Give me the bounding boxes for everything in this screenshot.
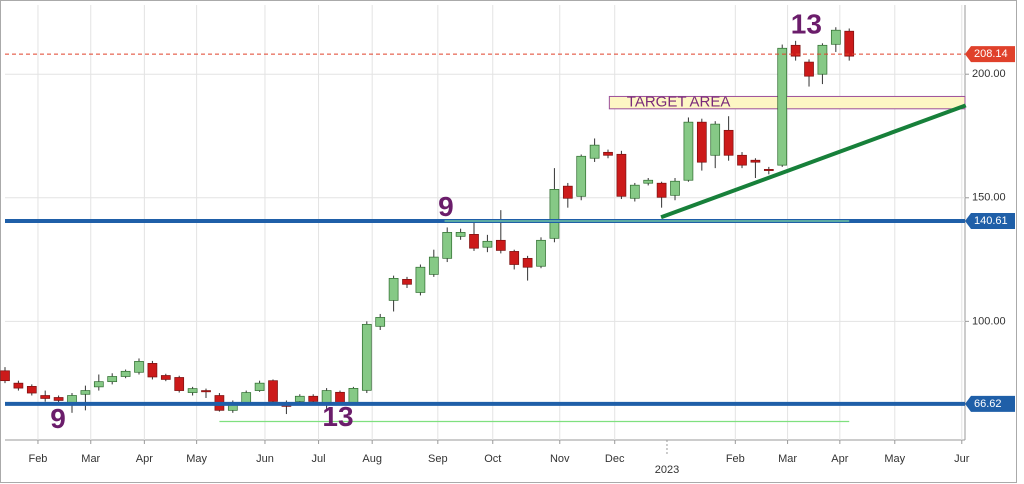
annotation: 9 — [50, 403, 66, 434]
candle-body — [777, 47, 788, 166]
candle-body — [93, 381, 104, 388]
candle-body — [830, 29, 841, 45]
x-tick-label: Sep — [428, 453, 448, 465]
candle-body — [53, 397, 64, 401]
candle-body — [723, 129, 734, 156]
candle-body — [536, 239, 546, 267]
price-tag-label: 208.14 — [974, 48, 1008, 60]
x-tick-label: Oct — [484, 453, 501, 465]
candle-body — [482, 240, 493, 248]
candle-body — [254, 382, 265, 391]
year-label: 2023 — [655, 464, 679, 476]
x-tick-label: Apr — [136, 453, 153, 465]
candle-body — [40, 395, 51, 399]
candle-body — [737, 154, 747, 166]
candle-body — [147, 363, 158, 378]
x-tick-label: Aug — [362, 453, 382, 465]
target-area — [608, 95, 966, 110]
candle-body — [294, 395, 305, 402]
price-tag — [965, 212, 1015, 229]
candle-body — [844, 30, 855, 57]
candle-body — [817, 44, 828, 75]
candle-body — [750, 159, 761, 163]
y-tick-label: 150.00 — [972, 192, 1006, 204]
candle-body — [415, 266, 426, 293]
candle-body — [616, 153, 627, 197]
x-tick-label: Mar — [81, 453, 100, 465]
candle-body — [455, 232, 466, 237]
price-tag-label: 140.61 — [974, 215, 1008, 227]
x-tick-label: Apr — [831, 453, 848, 465]
candle-body — [629, 184, 640, 199]
candle-body — [107, 376, 118, 383]
candle-body — [361, 323, 372, 391]
candle-body — [160, 375, 171, 380]
trend-line — [660, 103, 967, 220]
candle-body — [241, 392, 252, 403]
candle-body — [522, 257, 533, 268]
candle-body — [402, 278, 412, 285]
x-tick-label: May — [884, 453, 905, 465]
price-tag — [965, 46, 1015, 63]
candle-body — [268, 380, 278, 402]
candle-body — [428, 256, 439, 275]
annotation: 13 — [791, 9, 822, 40]
candle-body — [80, 390, 91, 395]
candle-body — [603, 151, 613, 156]
candle-body — [710, 123, 721, 156]
candle-body — [790, 44, 801, 57]
price-tag-label: 66.62 — [974, 398, 1002, 410]
target-label: TARGET AREA — [627, 94, 731, 111]
candle-body — [187, 388, 198, 393]
annotation: 9 — [438, 191, 454, 222]
candle-body — [576, 155, 587, 197]
x-tick-label: Nov — [550, 453, 570, 465]
x-tick-label: Dec — [605, 453, 625, 465]
candle-body — [495, 239, 506, 251]
candle-body — [201, 390, 211, 393]
candle-body — [13, 382, 24, 389]
candle-body — [0, 370, 10, 382]
candle-body — [388, 278, 399, 301]
candle-body — [442, 232, 453, 259]
x-tick-label: Jul — [312, 453, 326, 465]
candle-body — [804, 61, 814, 77]
annotation: 13 — [322, 401, 353, 432]
candle-body — [375, 317, 386, 327]
x-tick-label: Feb — [28, 453, 47, 465]
candle-body — [469, 234, 479, 249]
y-tick-label: 200.00 — [972, 68, 1006, 80]
candle-body — [683, 121, 694, 181]
candle-body — [509, 251, 520, 265]
candle-body — [174, 377, 185, 391]
x-tick-label: Jur — [954, 453, 970, 465]
x-tick-label: Feb — [726, 453, 745, 465]
x-tick-label: Jun — [256, 453, 274, 465]
candle-body — [643, 179, 654, 184]
x-tick-label: May — [186, 453, 207, 465]
x-tick-label: Mar — [778, 453, 797, 465]
candle-body — [308, 395, 319, 402]
candle-body — [656, 182, 667, 198]
candle-body — [134, 361, 144, 373]
candle-body — [696, 121, 707, 163]
candle-body — [670, 180, 680, 196]
candle-body — [589, 144, 600, 159]
price-tag — [965, 395, 1015, 412]
y-tick-label: 100.00 — [972, 315, 1006, 327]
candle-body — [26, 386, 37, 394]
candle-body — [120, 370, 131, 377]
candle-body — [562, 185, 573, 199]
candle-body — [763, 169, 774, 171]
candle-body — [549, 189, 560, 239]
